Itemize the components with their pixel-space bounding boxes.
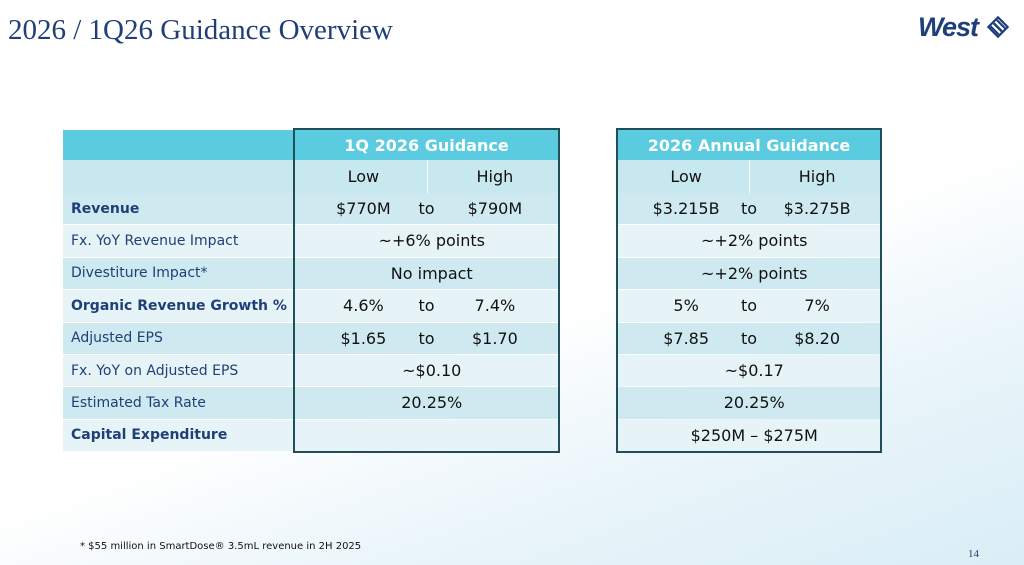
- row-bg: [295, 257, 558, 290]
- value: $790M: [467, 199, 523, 218]
- row-bg: [295, 290, 558, 322]
- value: $3.275B: [783, 199, 851, 218]
- value: $770M: [336, 199, 391, 218]
- value: 7.4%: [474, 296, 516, 316]
- row-bg: [618, 225, 880, 257]
- row-bg: [295, 355, 558, 387]
- value: $1.65: [340, 328, 387, 348]
- row-bg: [618, 257, 880, 290]
- page-number: 14: [968, 548, 979, 560]
- value: No impact: [390, 263, 473, 283]
- row-bg: [618, 355, 880, 387]
- value: 20.25%: [401, 393, 463, 413]
- row-label: Estimated Tax Rate: [63, 387, 293, 419]
- row-bg: [618, 290, 880, 322]
- group-header: 1Q 2026 Guidance: [295, 130, 558, 160]
- value: 20.25%: [723, 393, 785, 413]
- value: $7.85: [663, 328, 710, 348]
- value: 7%: [804, 296, 830, 316]
- row-bg: [295, 322, 558, 354]
- row-bg: [618, 193, 880, 225]
- row-bg: [295, 419, 558, 452]
- group-header: 2026 Annual Guidance: [618, 130, 880, 160]
- row-label: Capital Expenditure: [63, 419, 293, 452]
- subheader: High: [476, 167, 514, 186]
- value: to: [418, 328, 435, 348]
- row-bg: [295, 225, 558, 257]
- logo: West: [918, 12, 979, 42]
- divider: [426, 160, 428, 193]
- row-label: Revenue: [63, 193, 293, 225]
- divider: [749, 160, 750, 193]
- row-bg: [618, 387, 880, 419]
- row-bg: [618, 419, 880, 452]
- value: 4.6%: [343, 296, 384, 316]
- header-cell: [63, 130, 293, 160]
- value: to: [740, 296, 758, 316]
- row-bg: [295, 193, 558, 225]
- value: ~+2% points: [701, 231, 808, 251]
- subheader: High: [798, 167, 836, 186]
- value: ~$0.17: [724, 361, 784, 380]
- value: to: [418, 199, 435, 218]
- value: $8.20: [794, 328, 841, 348]
- row-label: Adjusted EPS: [63, 322, 293, 354]
- row-bg: [295, 387, 558, 419]
- value: $1.70: [471, 328, 518, 348]
- title: 2026 / 1Q26 Guidance Overview: [8, 14, 393, 46]
- value: to: [418, 296, 435, 316]
- row-label: Fx. YoY Revenue Impact: [63, 225, 293, 257]
- value: ~+6% points: [378, 231, 485, 251]
- logo-mark: [986, 15, 1010, 39]
- row-label: Divestiture Impact*: [63, 257, 293, 290]
- value: $250M – $275M: [690, 425, 818, 445]
- row-label: Fx. YoY on Adjusted EPS: [63, 355, 293, 387]
- group-border: [293, 128, 560, 454]
- value: to: [740, 328, 758, 348]
- footnote: * $55 million in SmartDose® 3.5mL revenu…: [80, 541, 362, 552]
- subheader: Low: [670, 167, 702, 186]
- value: ~+2% points: [701, 263, 808, 283]
- value: to: [740, 199, 758, 218]
- subheader-bg: [63, 160, 293, 193]
- value: $3.215B: [652, 199, 720, 218]
- value: 5%: [673, 296, 699, 316]
- group-border: [616, 128, 882, 454]
- row-label: Organic Revenue Growth %: [63, 290, 293, 322]
- value: ~$0.10: [402, 361, 462, 380]
- row-bg: [618, 322, 880, 354]
- subheader: Low: [347, 167, 380, 186]
